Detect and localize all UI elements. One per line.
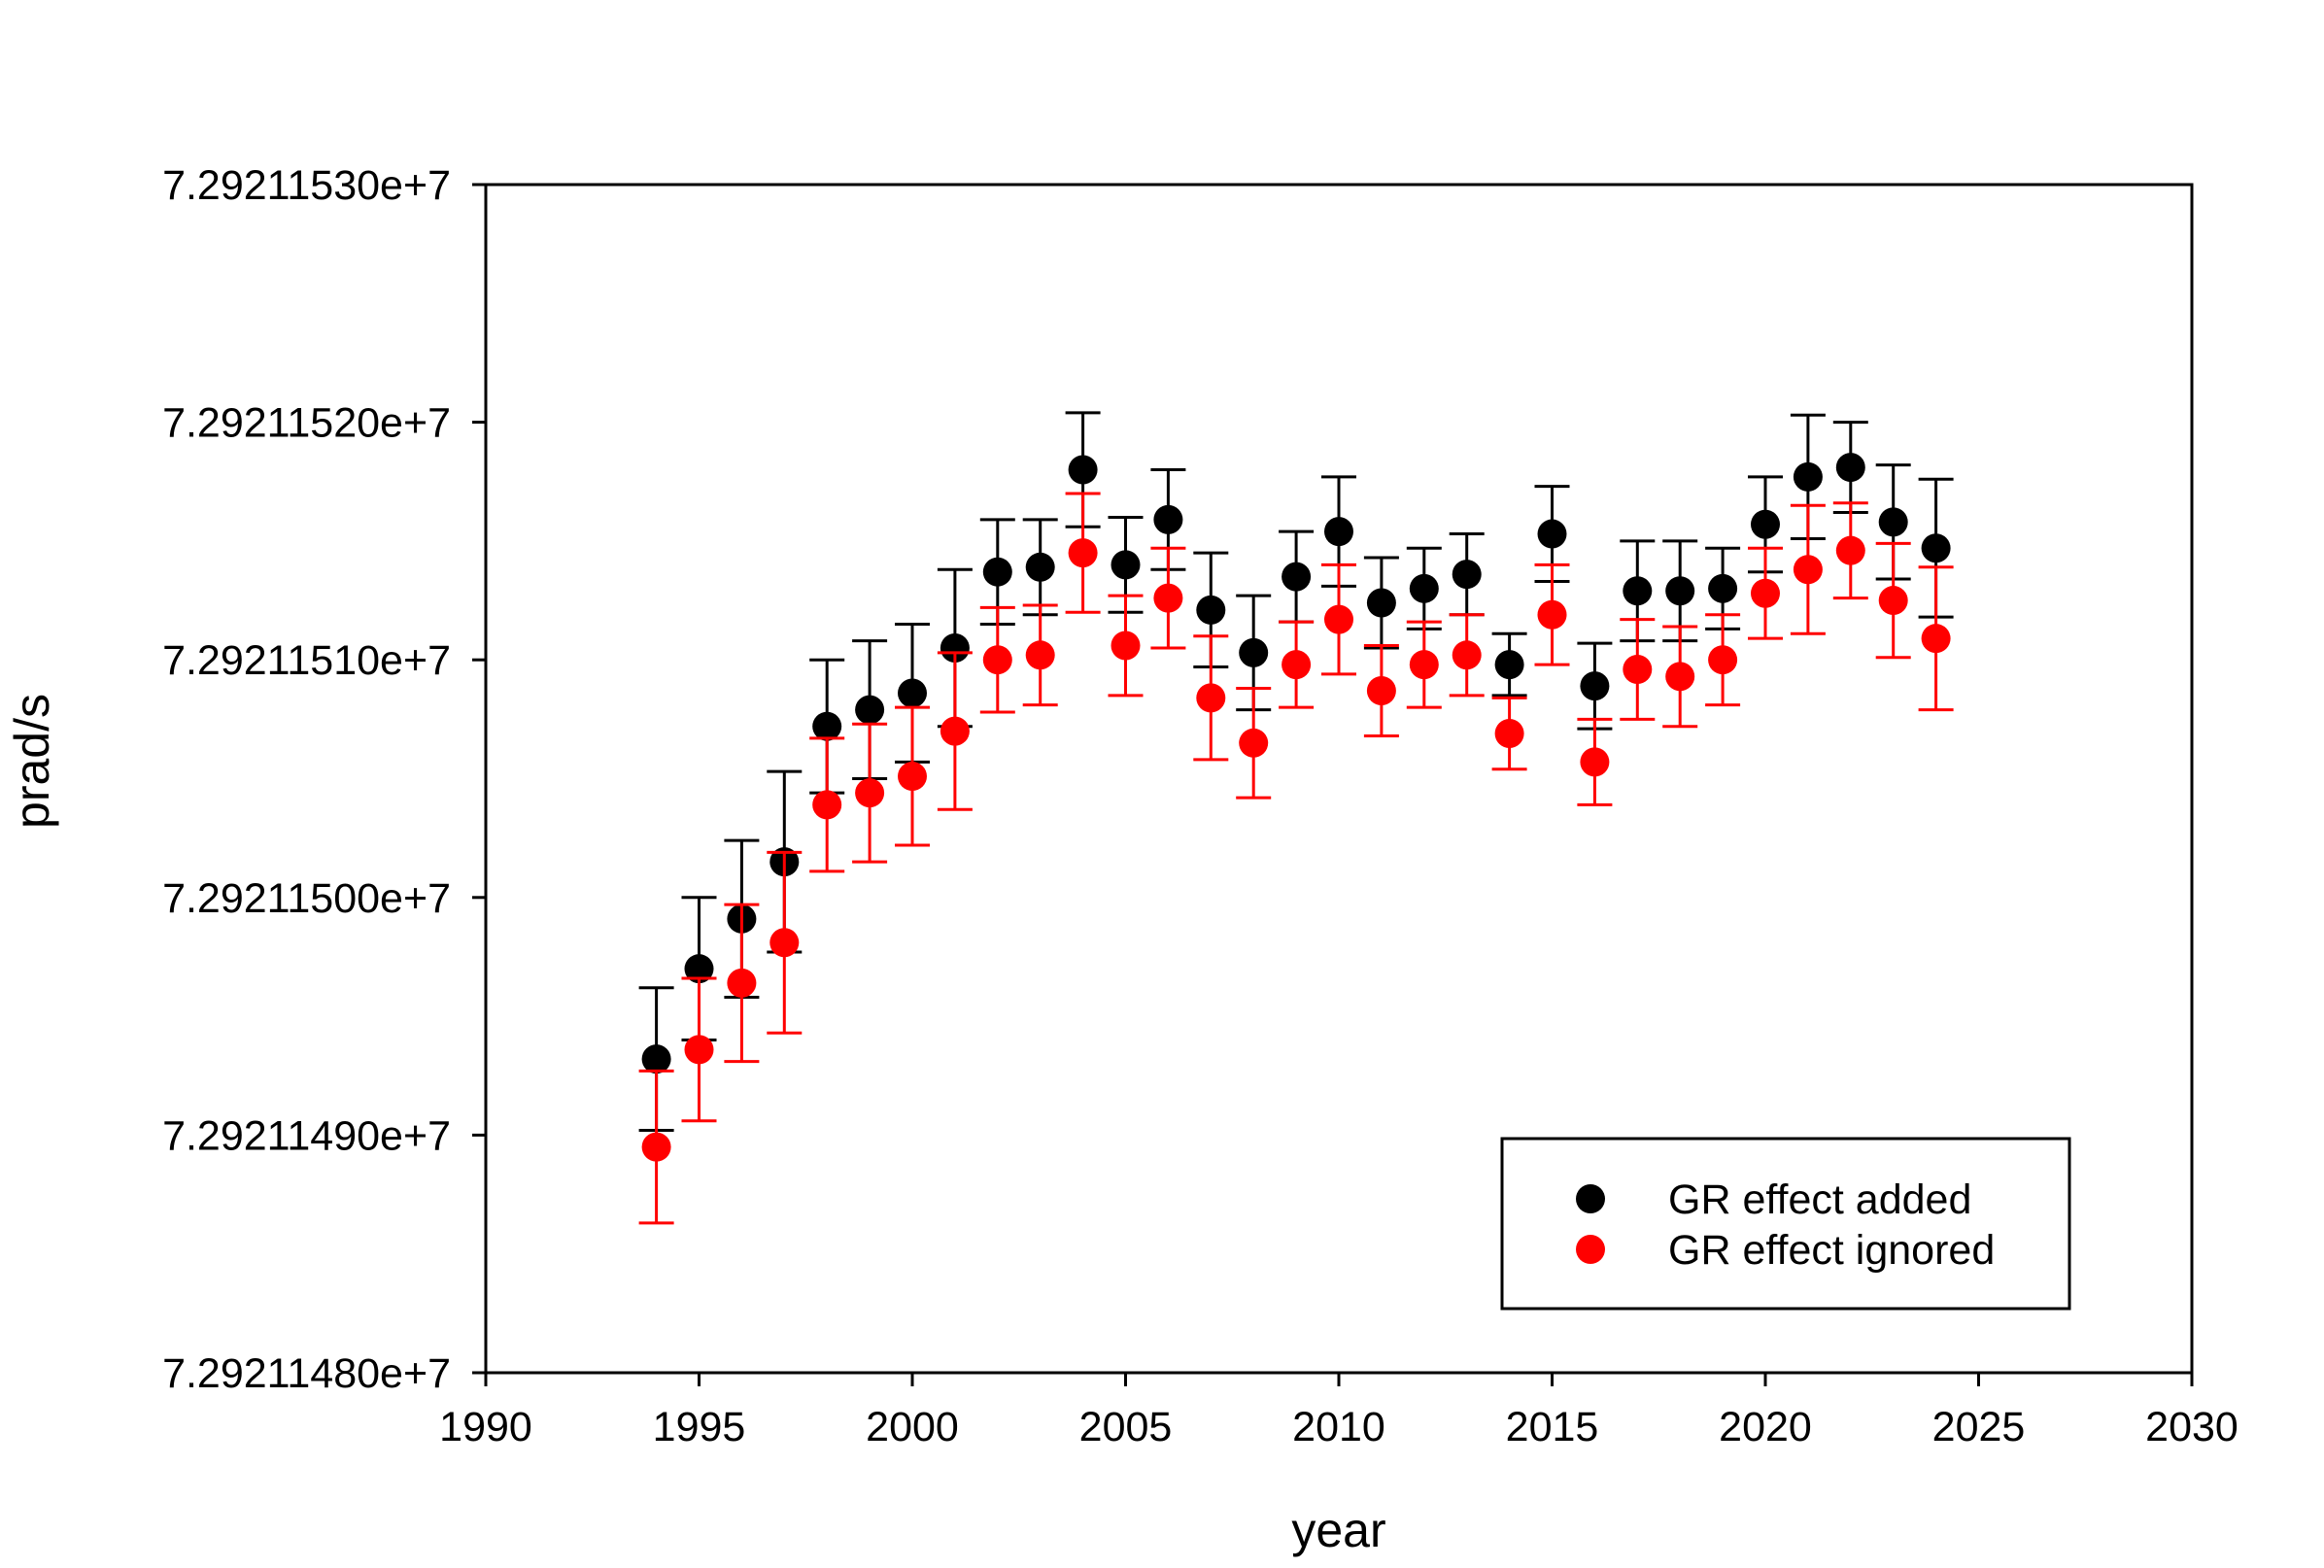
x-tick-label: 2020 <box>1719 1404 1812 1450</box>
x-tick-label: 1990 <box>439 1404 532 1450</box>
data-point <box>1196 595 1226 625</box>
data-point <box>1580 671 1610 701</box>
data-point <box>1239 728 1269 758</box>
data-point <box>1282 650 1312 680</box>
data-point <box>898 678 927 708</box>
x-tick-label: 2005 <box>1079 1404 1173 1450</box>
data-point <box>855 778 885 808</box>
data-point <box>1068 455 1098 485</box>
data-point <box>1025 640 1055 670</box>
data-point <box>1494 719 1524 749</box>
data-point <box>1111 631 1141 661</box>
data-point <box>812 711 842 741</box>
data-point <box>855 695 885 725</box>
data-point <box>1025 552 1055 582</box>
data-point <box>1878 507 1908 537</box>
data-point <box>1921 624 1951 654</box>
x-tick-label: 2025 <box>1932 1404 2026 1450</box>
data-point <box>1793 461 1823 492</box>
y-axis-title: prad/s <box>5 694 59 829</box>
x-tick-label: 2000 <box>866 1404 959 1450</box>
legend: GR effect added GR effect ignored <box>1500 1137 2071 1311</box>
data-point <box>1623 654 1653 684</box>
data-point <box>1282 562 1312 592</box>
data-point <box>1708 645 1738 675</box>
x-axis-title: year <box>1291 1503 1385 1557</box>
y-tick-label: 7.29211510e+7 <box>162 637 451 684</box>
data-point <box>1452 560 1482 590</box>
data-point <box>1708 573 1738 603</box>
data-point <box>1793 555 1823 585</box>
data-point <box>1324 517 1353 547</box>
x-tick-label: 2015 <box>1506 1404 1599 1450</box>
series-gr-effect-added <box>638 411 1954 1133</box>
data-point <box>1623 576 1653 606</box>
legend-marker-gr-ignored <box>1576 1235 1605 1264</box>
data-point <box>641 1044 671 1074</box>
y-axis: 7.29211480e+7 7.29211490e+7 7.29211500e+7 7… <box>162 162 486 1397</box>
data-point <box>898 762 927 792</box>
data-point <box>1494 650 1524 680</box>
series-gr-effect-ignored <box>638 492 1954 1225</box>
data-point <box>1452 640 1482 670</box>
data-point <box>1751 509 1780 539</box>
data-point <box>1580 747 1610 777</box>
data-point <box>1751 578 1780 608</box>
data-point <box>1665 662 1695 692</box>
data-point <box>1196 683 1226 713</box>
data-point <box>1409 650 1439 680</box>
y-tick-label: 7.29211480e+7 <box>162 1350 451 1397</box>
y-tick-label: 7.29211520e+7 <box>162 400 451 447</box>
data-point <box>1409 573 1439 603</box>
data-point <box>769 928 800 958</box>
data-point <box>1366 588 1396 618</box>
legend-label-gr-ignored: GR effect ignored <box>1668 1227 1995 1274</box>
y-tick-label: 7.29211530e+7 <box>162 162 451 209</box>
data-point <box>982 557 1012 587</box>
data-point <box>1111 550 1141 580</box>
x-tick-label: 2030 <box>2145 1404 2239 1450</box>
legend-marker-gr-added <box>1576 1184 1605 1213</box>
data-point <box>1239 637 1269 667</box>
x-tick-label: 1995 <box>653 1404 746 1450</box>
data-point <box>1835 535 1865 565</box>
data-point <box>1366 675 1396 705</box>
data-point <box>940 716 970 746</box>
data-point <box>727 968 757 998</box>
legend-label-gr-added: GR effect added <box>1668 1176 1971 1223</box>
data-point <box>1665 576 1695 606</box>
y-tick-label: 7.29211500e+7 <box>162 875 451 922</box>
data-point <box>684 954 714 984</box>
x-axis: 1990 1995 2000 2005 2010 2015 2020 2025 2030 <box>439 1373 2239 1450</box>
x-tick-label: 2010 <box>1292 1404 1385 1450</box>
data-point <box>982 645 1012 675</box>
data-point <box>1537 599 1567 630</box>
legend-box <box>1500 1137 2071 1311</box>
data-point <box>1068 538 1098 568</box>
y-tick-label: 7.29211490e+7 <box>162 1112 451 1159</box>
data-point <box>940 632 970 663</box>
data-point <box>1153 583 1183 613</box>
data-point <box>1324 604 1353 634</box>
data-point <box>641 1132 671 1162</box>
data-point <box>812 790 842 820</box>
data-point <box>1835 453 1865 483</box>
data-point <box>1921 533 1951 563</box>
data-point <box>684 1035 714 1065</box>
data-point <box>1537 519 1567 549</box>
series-layer <box>638 411 1954 1225</box>
data-point <box>1878 586 1908 616</box>
data-point <box>1153 504 1183 534</box>
